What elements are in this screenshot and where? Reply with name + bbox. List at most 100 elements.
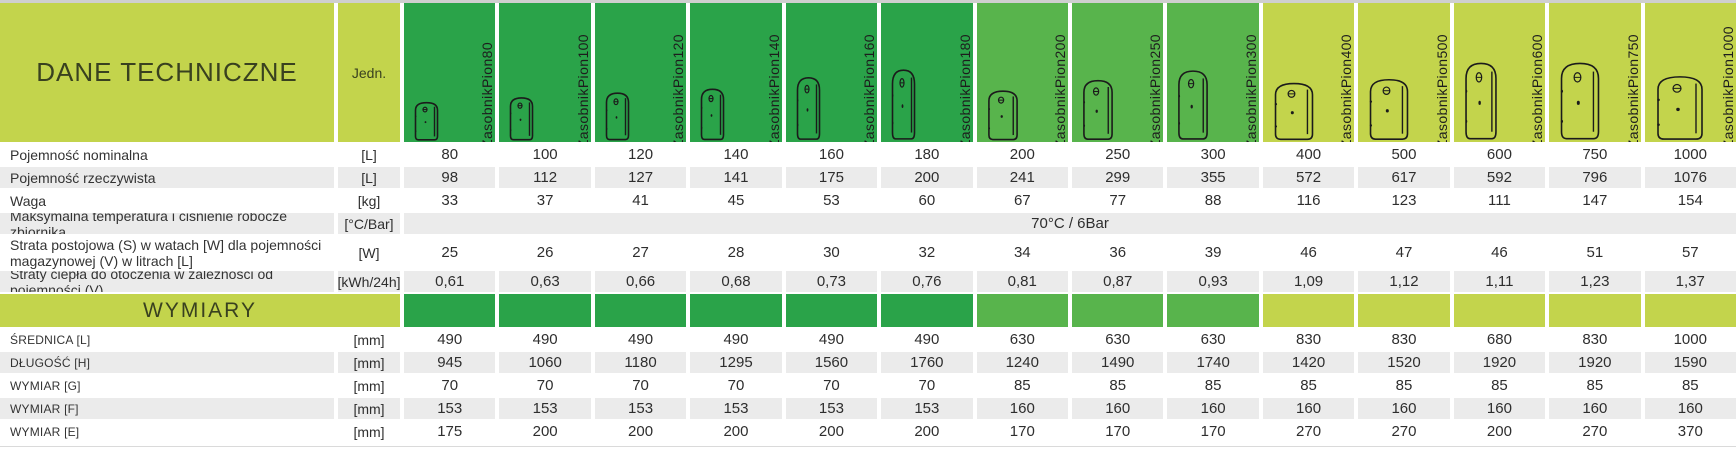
value-cell: 127 [594, 167, 687, 188]
column-label: ZasobnikPion100 [574, 33, 591, 142]
value-cell: 1520 [1358, 352, 1450, 373]
value-cell: 41 [594, 190, 687, 211]
value-cell: 30 [785, 236, 878, 269]
value-cell: 400 [1262, 144, 1355, 165]
value-cell: 299 [1072, 167, 1164, 188]
value-cell: 46 [1453, 236, 1546, 269]
value-cell: 70 [881, 375, 973, 396]
value-cell: 490 [881, 329, 973, 350]
column-label: ZasobnikPion300 [1242, 33, 1259, 142]
value-cell: 490 [404, 329, 496, 350]
value-cell: 70 [785, 375, 878, 396]
column-header-zasobnikpion80: ZasobnikPion80 [404, 3, 496, 142]
row-unit: [°C/Bar] [338, 213, 400, 234]
value-cell: 160 [1453, 398, 1546, 419]
value-cell: 100 [499, 144, 591, 165]
tank-icon [701, 87, 725, 141]
value-cell: 0,81 [976, 271, 1068, 292]
table-row: DŁUGOŚĆ [H] [mm] 945 1060 1180 1295 1560 1760 12… [0, 352, 1736, 373]
column-header-zasobnikpion400: ZasobnikPion400 [1262, 3, 1355, 142]
section-color-cell [976, 294, 1068, 327]
column-header-zasobnikpion100: ZasobnikPion100 [499, 3, 591, 142]
section-color-cell [1358, 294, 1450, 327]
table-row: ŚREDNICA [L] [mm] 490 490 490 490 490 490 630 630… [0, 329, 1736, 350]
row-label: Maksymalna temperatura i ciśnienie roboc… [0, 213, 334, 234]
row-label: WYMIAR [E] [0, 421, 334, 442]
value-cell: 70 [404, 375, 496, 396]
value-cell: 200 [881, 167, 973, 188]
value-cell: 77 [1072, 190, 1164, 211]
row-label: Strata postojowa (S) w watach [W] dla po… [0, 236, 334, 269]
value-cell: 120 [594, 144, 687, 165]
row-label: DŁUGOŚĆ [H] [0, 352, 334, 373]
value-cell: 85 [1644, 375, 1736, 396]
value-cell: 160 [785, 144, 878, 165]
value-cell: 0,93 [1167, 271, 1259, 292]
value-cell: 175 [785, 167, 878, 188]
section-header-wymiary: WYMIARY [0, 294, 400, 327]
value-cell: 830 [1549, 329, 1641, 350]
column-header-zasobnikpion250: ZasobnikPion250 [1072, 3, 1164, 142]
section-color-cell [594, 294, 687, 327]
value-cell: 88 [1167, 190, 1259, 211]
column-label: ZasobnikPion600 [1529, 33, 1546, 142]
value-cell: 67 [976, 190, 1068, 211]
value-cell: 85 [1453, 375, 1546, 396]
row-label: ŚREDNICA [L] [0, 329, 334, 350]
value-cell: 490 [499, 329, 591, 350]
value-cell: 1,12 [1358, 271, 1450, 292]
value-cell: 85 [1358, 375, 1450, 396]
value-cell: 1,09 [1262, 271, 1355, 292]
table-row: Straty ciepła do otoczenia w zależności … [0, 271, 1736, 292]
row-label: Straty ciepła do otoczenia w zależności … [0, 271, 334, 292]
row-label: Waga [0, 190, 334, 211]
value-cell: 47 [1358, 236, 1450, 269]
value-cell: 147 [1549, 190, 1641, 211]
section-color-cell [1072, 294, 1164, 327]
value-cell: 53 [785, 190, 878, 211]
value-cell: 160 [976, 398, 1068, 419]
value-cell: 0,76 [881, 271, 973, 292]
row-unit: [mm] [338, 398, 400, 419]
value-cell: 170 [976, 421, 1068, 442]
value-cell: 85 [1262, 375, 1355, 396]
column-label: ZasobnikPion140 [765, 33, 782, 142]
value-cell: 0,87 [1072, 271, 1164, 292]
value-cell: 1760 [881, 352, 973, 373]
column-label: ZasobnikPion160 [861, 33, 878, 142]
value-cell: 160 [1072, 398, 1164, 419]
row-unit: [L] [338, 167, 400, 188]
value-cell: 1920 [1453, 352, 1546, 373]
row-unit: [mm] [338, 329, 400, 350]
value-cell: 123 [1358, 190, 1450, 211]
value-cell: 153 [881, 398, 973, 419]
section-color-cell [1262, 294, 1355, 327]
column-header-zasobnikpion1000: ZasobnikPion1000 [1644, 3, 1736, 142]
value-cell: 70 [499, 375, 591, 396]
unit-column-header: Jedn. [338, 3, 400, 142]
value-cell: 60 [881, 190, 973, 211]
value-cell: 572 [1262, 167, 1355, 188]
value-cell: 175 [404, 421, 496, 442]
value-cell: 153 [404, 398, 496, 419]
value-cell: 270 [1358, 421, 1450, 442]
tank-icon [1465, 60, 1498, 141]
column-label: ZasobnikPion500 [1433, 33, 1450, 142]
column-header-zasobnikpion600: ZasobnikPion600 [1453, 3, 1546, 142]
value-cell: 1000 [1644, 329, 1736, 350]
value-cell: 34 [976, 236, 1068, 269]
tank-icon [987, 89, 1019, 141]
section-color-cell [1167, 294, 1259, 327]
value-cell: 490 [690, 329, 782, 350]
row-label: Pojemność rzeczywista [0, 167, 334, 188]
value-cell: 39 [1167, 236, 1259, 269]
tank-icon [509, 96, 534, 141]
value-cell: 1060 [499, 352, 591, 373]
column-label: ZasobnikPion400 [1338, 33, 1355, 142]
section-color-cell [404, 294, 496, 327]
value-cell: 1,37 [1644, 271, 1736, 292]
value-cell: 153 [785, 398, 878, 419]
section-color-cell [1549, 294, 1641, 327]
column-label: ZasobnikPion180 [956, 33, 973, 142]
value-cell: 630 [1072, 329, 1164, 350]
